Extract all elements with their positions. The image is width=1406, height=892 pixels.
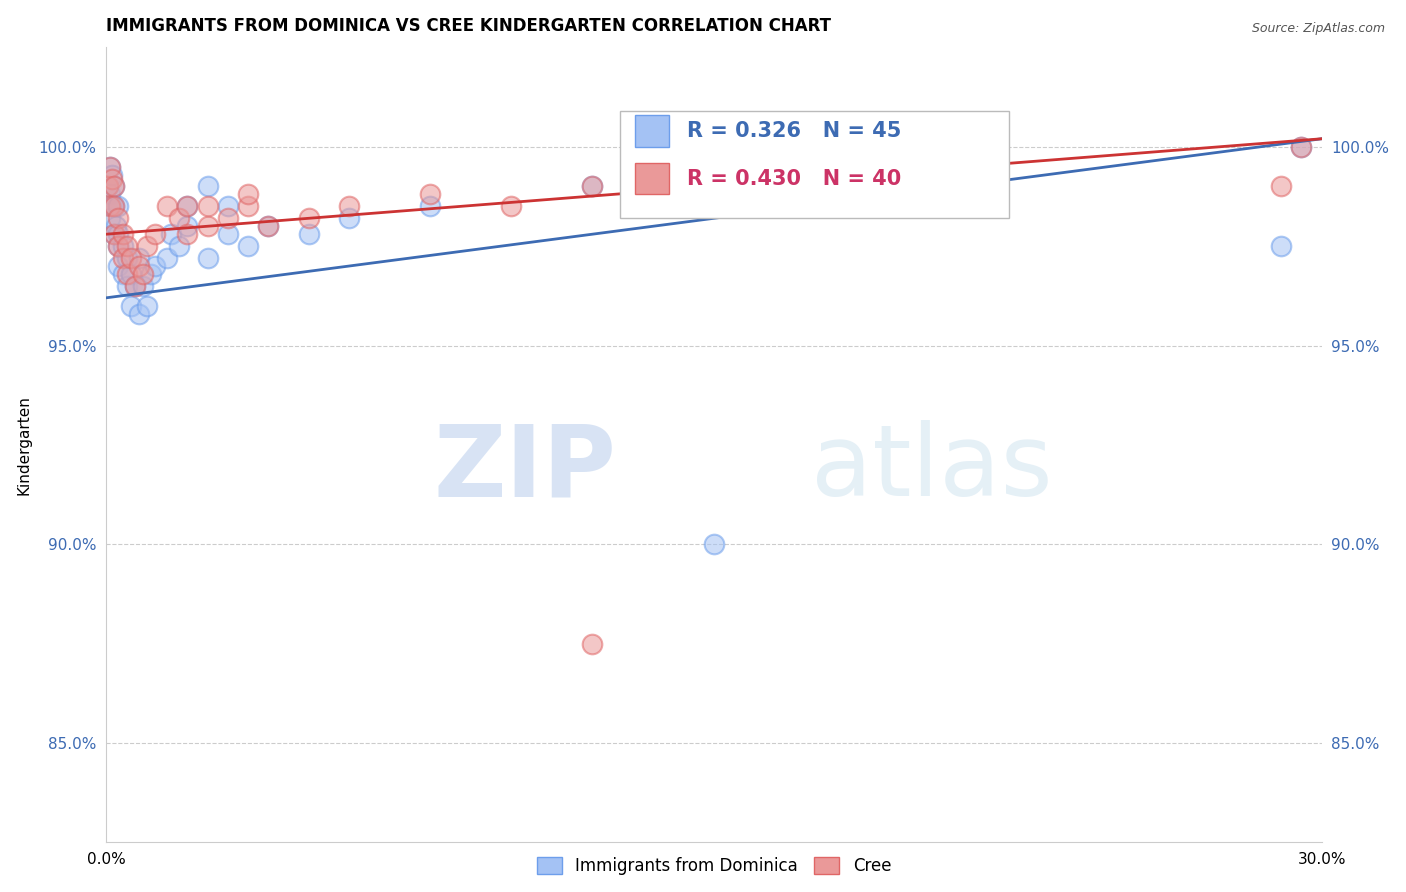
FancyBboxPatch shape <box>636 115 669 146</box>
Point <box>419 199 441 213</box>
Point <box>100 211 122 226</box>
Point <box>197 219 219 234</box>
Point <box>115 251 138 265</box>
Point <box>257 219 280 234</box>
FancyBboxPatch shape <box>636 162 669 194</box>
Point <box>135 239 157 253</box>
Point <box>111 227 134 242</box>
Point <box>132 278 155 293</box>
Point <box>257 219 280 234</box>
Text: Source: ZipAtlas.com: Source: ZipAtlas.com <box>1251 22 1385 36</box>
Point <box>103 179 125 194</box>
Point <box>135 299 157 313</box>
Text: R = 0.326   N = 45: R = 0.326 N = 45 <box>688 120 901 141</box>
Point <box>103 227 125 242</box>
Point <box>103 199 125 213</box>
Point <box>111 251 134 265</box>
Point <box>128 259 150 273</box>
Point <box>101 171 124 186</box>
Point <box>703 187 725 202</box>
Point <box>100 187 122 202</box>
Point <box>107 227 129 242</box>
Point <box>501 199 523 213</box>
Point <box>128 251 150 265</box>
Point <box>143 227 166 242</box>
Point <box>160 227 183 242</box>
Point <box>120 267 142 281</box>
Point <box>107 239 129 253</box>
Point <box>97 179 120 194</box>
Point <box>197 251 219 265</box>
Point <box>107 211 129 226</box>
FancyBboxPatch shape <box>620 111 1010 219</box>
Point <box>115 239 138 253</box>
Point <box>124 278 146 293</box>
Point <box>337 211 360 226</box>
Point <box>128 307 150 321</box>
Point <box>120 299 142 313</box>
Point <box>139 267 162 281</box>
Point <box>298 211 321 226</box>
Point <box>197 199 219 213</box>
Point <box>197 179 219 194</box>
Point <box>167 239 190 253</box>
Point <box>337 199 360 213</box>
Point <box>103 179 125 194</box>
Point <box>124 278 146 293</box>
Point <box>132 267 155 281</box>
Point <box>217 211 239 226</box>
Text: IMMIGRANTS FROM DOMINICA VS CREE KINDERGARTEN CORRELATION CHART: IMMIGRANTS FROM DOMINICA VS CREE KINDERG… <box>107 17 831 35</box>
Point <box>156 251 179 265</box>
Point <box>176 199 198 213</box>
Point <box>581 637 603 651</box>
Text: atlas: atlas <box>811 420 1053 517</box>
Point <box>176 227 198 242</box>
Text: ZIP: ZIP <box>434 420 617 517</box>
Point <box>236 199 259 213</box>
Point <box>581 179 603 194</box>
Point <box>217 227 239 242</box>
Point <box>824 179 846 194</box>
Y-axis label: Kindergarten: Kindergarten <box>17 395 32 495</box>
Point <box>107 199 129 213</box>
Point <box>419 187 441 202</box>
Point <box>1270 239 1292 253</box>
Point <box>111 239 134 253</box>
Point <box>176 219 198 234</box>
Point <box>217 199 239 213</box>
Point <box>298 227 321 242</box>
Point <box>97 179 120 194</box>
Point <box>236 239 259 253</box>
Point <box>101 168 124 182</box>
Point <box>1270 179 1292 194</box>
Point <box>156 199 179 213</box>
Point <box>703 171 725 186</box>
Point <box>103 199 125 213</box>
Point <box>1291 139 1313 153</box>
Point <box>115 267 138 281</box>
Point <box>101 199 124 213</box>
Point <box>1291 139 1313 153</box>
Point <box>236 187 259 202</box>
Point <box>105 219 128 234</box>
Legend: Immigrants from Dominica, Cree: Immigrants from Dominica, Cree <box>530 850 898 882</box>
Point <box>176 199 198 213</box>
Point <box>703 537 725 551</box>
Point <box>107 259 129 273</box>
Point <box>100 199 122 213</box>
Point <box>120 251 142 265</box>
Point <box>581 179 603 194</box>
Text: R = 0.430   N = 40: R = 0.430 N = 40 <box>688 169 901 188</box>
Point <box>143 259 166 273</box>
Point <box>167 211 190 226</box>
Point <box>103 227 125 242</box>
Point <box>115 278 138 293</box>
Point <box>107 239 129 253</box>
Point <box>100 160 122 174</box>
Point <box>111 267 134 281</box>
Point <box>100 160 122 174</box>
